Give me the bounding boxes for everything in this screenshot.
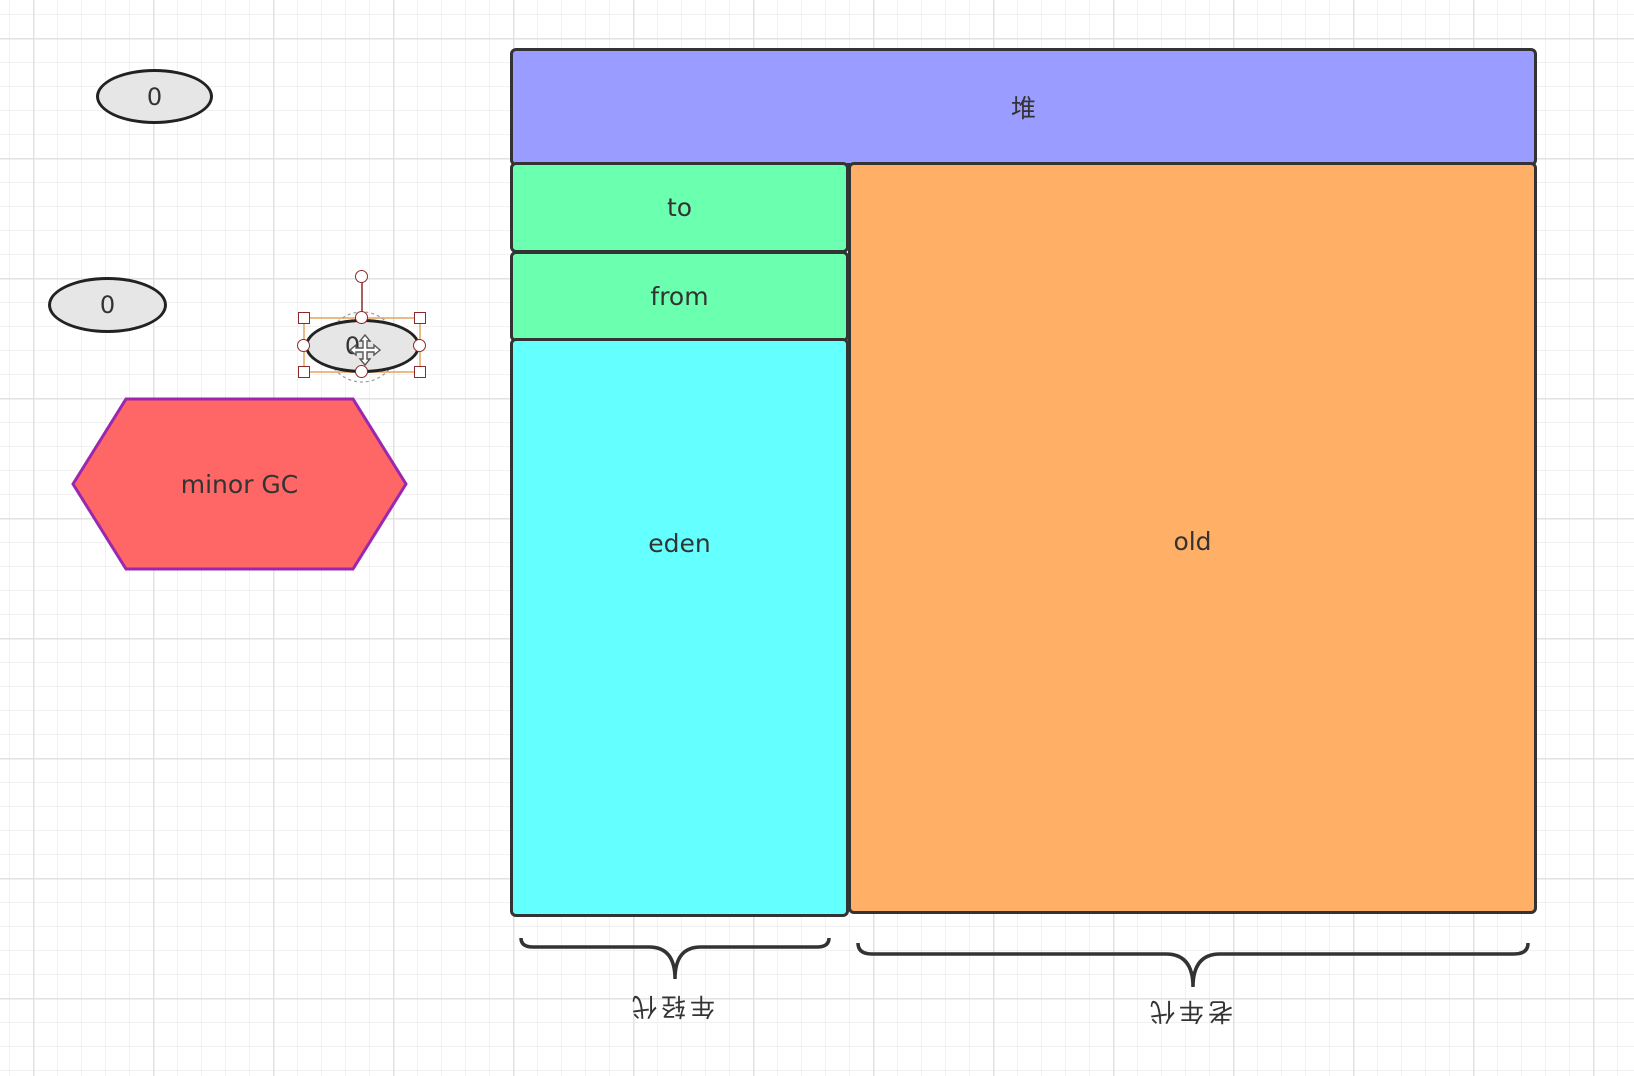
connect-point-top[interactable] <box>355 311 368 324</box>
old-label: old <box>1173 527 1212 556</box>
old-generation-label: 老年代 <box>1146 997 1234 1026</box>
from-space[interactable]: from <box>510 251 849 342</box>
heap-label: 堆 <box>1010 94 1036 123</box>
resize-handle-bottom-left[interactable] <box>298 366 310 378</box>
to-space[interactable]: to <box>510 162 849 253</box>
connect-point-right[interactable] <box>413 339 426 352</box>
counter-middle-label: 0 <box>99 291 116 319</box>
counter-oval-top[interactable]: 0 <box>96 69 213 124</box>
young-generation-brace <box>519 937 831 980</box>
counter-top-label: 0 <box>146 82 163 111</box>
resize-handle-bottom-right[interactable] <box>414 366 426 378</box>
from-label: from <box>650 282 709 311</box>
old-space[interactable]: old <box>848 162 1537 914</box>
minor-gc-hexagon[interactable]: minor GC <box>71 397 408 571</box>
to-label: to <box>666 193 693 222</box>
selected-counter-group[interactable]: 0 <box>295 270 430 383</box>
resize-handle-top-right[interactable] <box>414 312 426 324</box>
eden-space[interactable]: eden <box>510 338 849 917</box>
counter-oval-middle[interactable]: 0 <box>48 277 167 333</box>
connect-point-left[interactable] <box>297 339 310 352</box>
old-generation-brace <box>856 942 1530 988</box>
move-cursor-icon <box>348 333 382 367</box>
minor-gc-label: minor GC <box>180 469 299 499</box>
rotate-handle[interactable] <box>355 270 368 283</box>
connect-point-bottom[interactable] <box>355 365 368 378</box>
eden-label: eden <box>648 529 711 558</box>
heap-header[interactable]: 堆 <box>510 48 1537 166</box>
minor-gc-shape <box>71 397 408 571</box>
young-generation-label: 年轻代 <box>628 992 716 1021</box>
resize-handle-top-left[interactable] <box>298 312 310 324</box>
